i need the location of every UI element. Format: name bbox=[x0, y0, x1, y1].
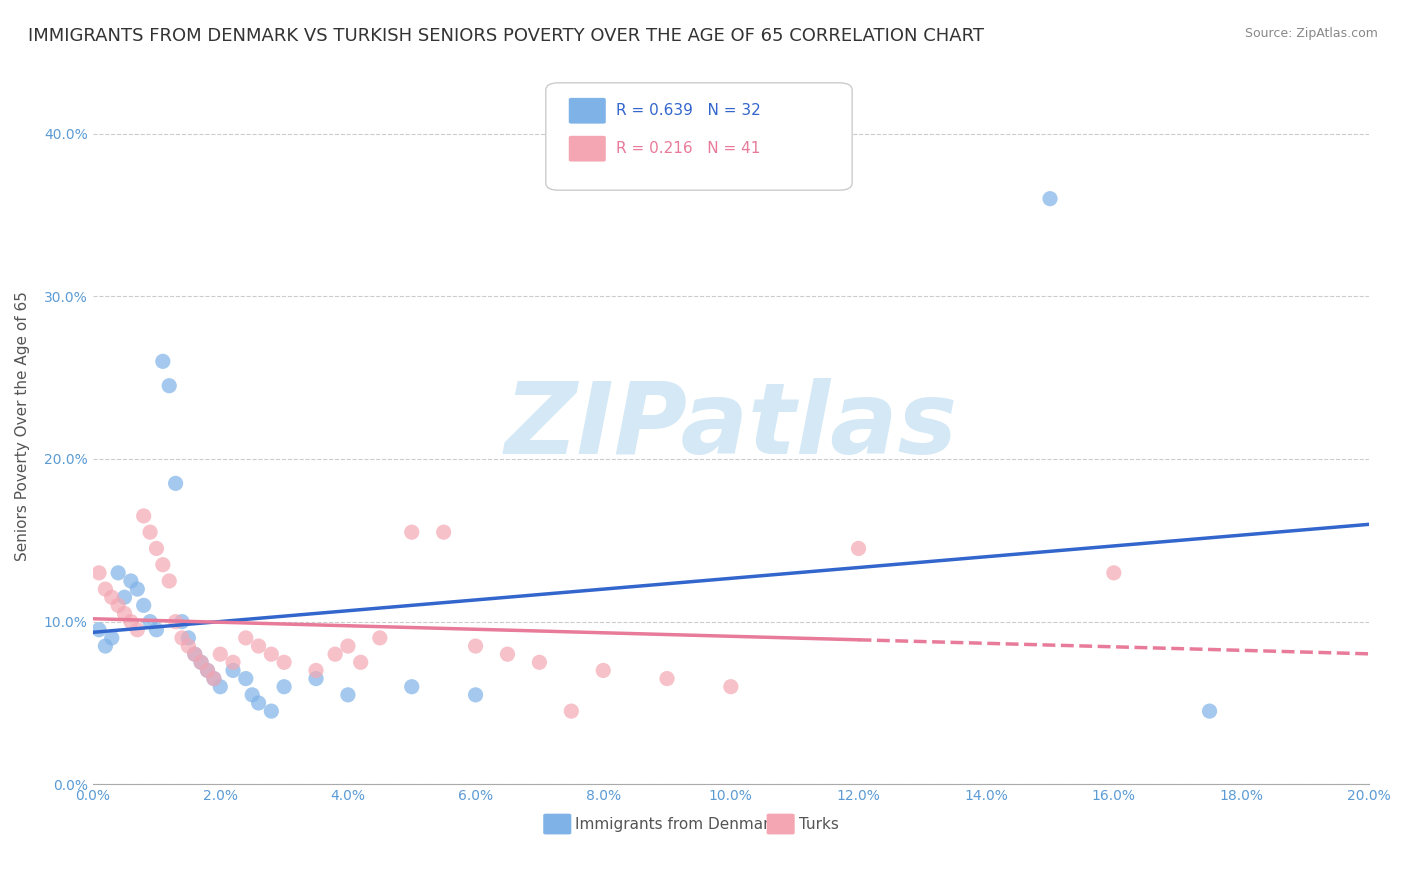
Point bbox=[127, 582, 149, 596]
Point bbox=[127, 623, 149, 637]
Point bbox=[368, 631, 391, 645]
Point bbox=[202, 672, 225, 686]
Point bbox=[177, 639, 200, 653]
Point bbox=[1039, 192, 1062, 206]
Point bbox=[114, 591, 136, 605]
Point bbox=[222, 664, 245, 678]
Point bbox=[464, 688, 486, 702]
Point bbox=[401, 525, 423, 540]
Point bbox=[260, 704, 283, 718]
Point bbox=[170, 615, 193, 629]
Point bbox=[209, 680, 232, 694]
Point bbox=[152, 354, 174, 368]
Point bbox=[1102, 566, 1125, 580]
Point bbox=[157, 378, 180, 392]
Point bbox=[100, 591, 122, 605]
Point bbox=[132, 599, 155, 613]
Point bbox=[190, 655, 212, 669]
Point bbox=[1198, 704, 1220, 718]
Point bbox=[433, 525, 456, 540]
Point bbox=[100, 631, 122, 645]
Point bbox=[139, 525, 162, 540]
FancyBboxPatch shape bbox=[546, 83, 852, 190]
Point bbox=[87, 623, 110, 637]
Point bbox=[222, 655, 245, 669]
Point bbox=[529, 655, 551, 669]
Point bbox=[114, 607, 136, 621]
Point bbox=[592, 664, 614, 678]
Point bbox=[273, 680, 295, 694]
Point bbox=[157, 574, 180, 588]
Text: R = 0.639   N = 32: R = 0.639 N = 32 bbox=[616, 103, 761, 119]
Point bbox=[401, 680, 423, 694]
Point bbox=[273, 655, 295, 669]
Y-axis label: Seniors Poverty Over the Age of 65: Seniors Poverty Over the Age of 65 bbox=[15, 292, 30, 561]
Point bbox=[260, 647, 283, 661]
Point bbox=[305, 664, 328, 678]
Point bbox=[87, 566, 110, 580]
Point bbox=[496, 647, 519, 661]
Point bbox=[336, 688, 359, 702]
Text: Turks: Turks bbox=[799, 817, 838, 832]
Point bbox=[165, 476, 187, 491]
Point bbox=[94, 582, 117, 596]
Text: Source: ZipAtlas.com: Source: ZipAtlas.com bbox=[1244, 27, 1378, 40]
Point bbox=[184, 647, 207, 661]
Point bbox=[94, 639, 117, 653]
Point bbox=[848, 541, 870, 556]
Text: ZIPatlas: ZIPatlas bbox=[505, 378, 957, 475]
Point bbox=[655, 672, 678, 686]
Point bbox=[336, 639, 359, 653]
Point bbox=[132, 508, 155, 523]
Point bbox=[184, 647, 207, 661]
Point bbox=[464, 639, 486, 653]
FancyBboxPatch shape bbox=[569, 98, 606, 124]
FancyBboxPatch shape bbox=[543, 814, 571, 834]
Point bbox=[247, 696, 270, 710]
Point bbox=[235, 631, 257, 645]
Point bbox=[177, 631, 200, 645]
Point bbox=[165, 615, 187, 629]
Point bbox=[152, 558, 174, 572]
Point bbox=[197, 664, 219, 678]
Point bbox=[170, 631, 193, 645]
Point bbox=[139, 615, 162, 629]
Point bbox=[720, 680, 742, 694]
Point bbox=[305, 672, 328, 686]
Point bbox=[107, 599, 129, 613]
Text: Immigrants from Denmark: Immigrants from Denmark bbox=[575, 817, 779, 832]
Point bbox=[209, 647, 232, 661]
Point bbox=[145, 623, 167, 637]
Point bbox=[235, 672, 257, 686]
FancyBboxPatch shape bbox=[569, 136, 606, 161]
Point bbox=[247, 639, 270, 653]
Point bbox=[240, 688, 263, 702]
Point bbox=[145, 541, 167, 556]
Point bbox=[120, 615, 142, 629]
Text: R = 0.216   N = 41: R = 0.216 N = 41 bbox=[616, 141, 761, 156]
Point bbox=[323, 647, 346, 661]
Point bbox=[120, 574, 142, 588]
Point bbox=[107, 566, 129, 580]
Point bbox=[202, 672, 225, 686]
Point bbox=[560, 704, 582, 718]
Point bbox=[350, 655, 373, 669]
Point bbox=[197, 664, 219, 678]
FancyBboxPatch shape bbox=[766, 814, 794, 834]
Text: IMMIGRANTS FROM DENMARK VS TURKISH SENIORS POVERTY OVER THE AGE OF 65 CORRELATIO: IMMIGRANTS FROM DENMARK VS TURKISH SENIO… bbox=[28, 27, 984, 45]
Point bbox=[190, 655, 212, 669]
